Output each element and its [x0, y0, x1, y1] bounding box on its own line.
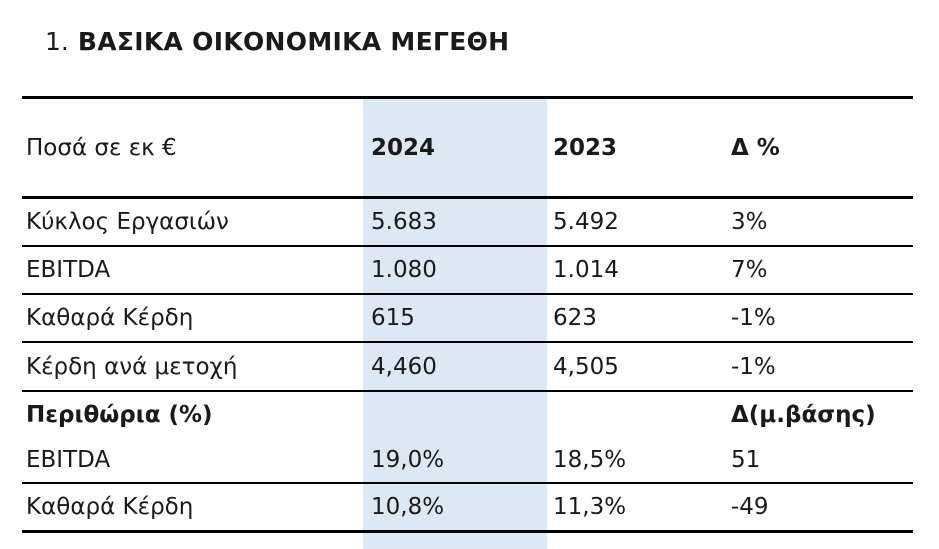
header-2024: 2024: [371, 134, 436, 161]
table-section-margins: Περιθώρια (%) Δ(μ.βάσης): [22, 392, 913, 437]
value-2024: 19,0%: [371, 446, 445, 473]
value-delta: 51: [731, 446, 761, 473]
value-2023: 1.014: [553, 257, 619, 283]
header-2023: 2023: [553, 134, 618, 161]
row-label: EBITDA: [26, 257, 111, 283]
value-delta: 3%: [731, 209, 768, 235]
value-2024: 10,8%: [371, 494, 445, 520]
table-row-ebitda: EBITDA 1.080 1.014 7%: [22, 247, 913, 295]
value-2024: 5.683: [371, 209, 437, 235]
table-row-net-profit: Καθαρά Κέρδη 615 623 -1%: [22, 295, 913, 343]
row-label: Καθαρά Κέρδη: [26, 305, 194, 331]
section-label: Περιθώρια (%): [26, 401, 213, 428]
section-delta-bps-header: Δ(μ.βάσης): [731, 401, 876, 428]
header-delta-pct: Δ %: [731, 134, 780, 161]
financials-table: Ποσά σε εκ € 2024 2023 Δ % Κύκλος Εργασι…: [22, 96, 913, 533]
value-2023: 11,3%: [553, 494, 627, 520]
value-2023: 5.492: [553, 209, 619, 235]
value-delta: -49: [731, 494, 769, 520]
table-row-eps: Κέρδη ανά μετοχή 4,460 4,505 -1%: [22, 343, 913, 392]
value-2024: 1.080: [371, 257, 437, 283]
column-2024-highlight: [363, 97, 547, 549]
value-2024: 4,460: [371, 353, 437, 380]
title-number: 1.: [45, 27, 69, 56]
value-delta: -1%: [731, 353, 776, 380]
table-row-net-profit-margin: Καθαρά Κέρδη 10,8% 11,3% -49: [22, 484, 913, 533]
value-2023: 18,5%: [553, 446, 627, 473]
header-amounts-label: Ποσά σε εκ €: [26, 134, 177, 161]
row-label: Καθαρά Κέρδη: [26, 494, 194, 520]
table-header-row: Ποσά σε εκ € 2024 2023 Δ %: [22, 96, 913, 199]
table-row-revenue: Κύκλος Εργασιών 5.683 5.492 3%: [22, 199, 913, 247]
row-label: Κύκλος Εργασιών: [26, 209, 229, 235]
value-delta: -1%: [731, 305, 776, 331]
title-text: ΒΑΣΙΚΑ ΟΙΚΟΝΟΜΙΚΑ ΜΕΓΕΘΗ: [77, 27, 510, 56]
value-2024: 615: [371, 305, 415, 331]
table-row-ebitda-margin: EBITDA 19,0% 18,5% 51: [22, 437, 913, 484]
value-2023: 4,505: [553, 353, 619, 380]
page-title: 1. ΒΑΣΙΚΑ ΟΙΚΟΝΟΜΙΚΑ ΜΕΓΕΘΗ: [45, 27, 509, 56]
row-label: Κέρδη ανά μετοχή: [26, 353, 238, 380]
row-label: EBITDA: [26, 446, 111, 473]
value-delta: 7%: [731, 257, 768, 283]
value-2023: 623: [553, 305, 597, 331]
